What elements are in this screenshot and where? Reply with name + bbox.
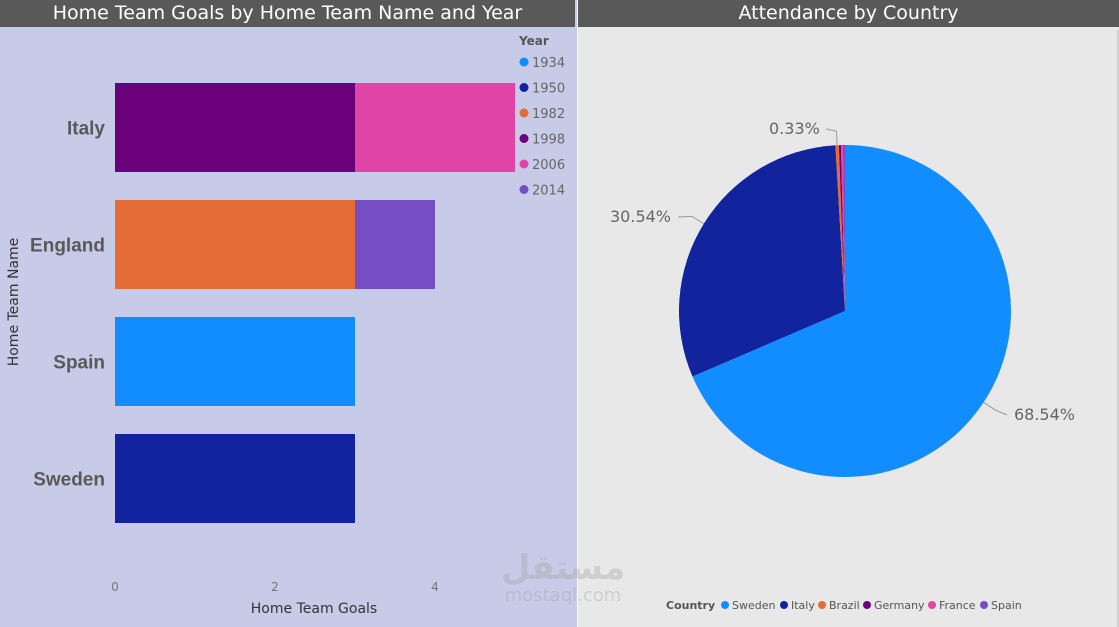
pie-legend-label-italy[interactable]: Italy: [791, 599, 815, 612]
pie-legend-label-germany[interactable]: Germany: [874, 599, 925, 612]
bar-chart-panel: Home Team Goals by Home Team Name and Ye…: [0, 0, 577, 627]
bar-italy-1998[interactable]: [115, 83, 355, 172]
legend-title: Year: [518, 34, 549, 48]
leader-line-brazil: [825, 128, 838, 146]
pie-legend-marker-germany: [863, 601, 871, 609]
legend-marker-1934: [519, 57, 529, 67]
pie-legend-label-brazil[interactable]: Brazil: [829, 599, 860, 612]
category-label-england: England: [30, 236, 105, 257]
watermark-url: mostaql.com: [504, 585, 622, 606]
legend-label-1934[interactable]: 1934: [532, 56, 565, 71]
legend-marker-1982: [519, 108, 529, 118]
pie-legend-marker-italy: [780, 601, 788, 609]
pie-label-sweden: 68.54%: [1014, 405, 1075, 424]
pie-legend-title: Country: [666, 599, 715, 612]
pie-chart-title: Attendance by Country: [578, 0, 1119, 27]
x-axis-title: Home Team Goals: [251, 601, 377, 617]
pie-slice-brazil[interactable]: [835, 145, 845, 311]
legend-label-2006[interactable]: 2006: [532, 158, 565, 173]
watermark: مستقل mostaql.com: [488, 550, 638, 606]
category-label-sweden: Sweden: [33, 470, 105, 491]
legend-marker-2014: [519, 185, 529, 194]
y-axis-title: Home Team Name: [6, 238, 22, 367]
pie-legend-marker-spain: [980, 601, 988, 609]
legend-label-1982[interactable]: 1982: [532, 107, 565, 122]
bar-italy-2006[interactable]: [355, 83, 515, 172]
bar-spain-1934[interactable]: [115, 317, 355, 406]
leader-line-italy: [677, 215, 705, 225]
pie-label-italy: 30.54%: [610, 207, 671, 226]
category-label-spain: Spain: [53, 353, 105, 374]
legend-label-2014[interactable]: 2014: [532, 184, 565, 199]
pie-chart-panel: Attendance by Country 68.54% 30.54% 0.33% C…: [578, 0, 1119, 627]
legend-marker-1998: [519, 134, 529, 143]
watermark-logo: مستقل: [500, 548, 626, 588]
pie-legend-label-sweden[interactable]: Sweden: [732, 599, 775, 612]
x-tick-2: 2: [271, 580, 279, 594]
bar-chart-title: Home Team Goals by Home Team Name and Ye…: [0, 0, 575, 27]
pie-legend-marker-brazil: [818, 601, 826, 609]
pie-legend-label-spain[interactable]: Spain: [991, 599, 1022, 612]
bar-chart-svg: Italy England Spain Sweden 0 2 4 Home Team Goal…: [6, 34, 565, 617]
pie-label-brazil: 0.33%: [769, 119, 820, 138]
x-tick-4: 4: [431, 580, 439, 594]
pie-legend-label-france[interactable]: France: [939, 599, 976, 612]
x-tick-0: 0: [111, 580, 119, 594]
pie-slice-france[interactable]: [840, 145, 845, 311]
pie-legend-marker-france: [928, 601, 936, 609]
bar-sweden-1950[interactable]: [115, 434, 355, 523]
pie-slice-germany[interactable]: [838, 145, 845, 311]
panel-edge: [1117, 30, 1119, 627]
pie-slice-spain[interactable]: [843, 145, 845, 311]
bar-england-1982[interactable]: [115, 200, 355, 289]
pie-slice-italy[interactable]: [679, 145, 845, 377]
legend-marker-2006: [519, 159, 529, 169]
bar-england-2014[interactable]: [355, 200, 435, 289]
pie-slice-sweden[interactable]: [692, 145, 1011, 477]
category-label-italy: Italy: [67, 119, 105, 140]
legend-label-1998[interactable]: 1998: [532, 133, 565, 148]
pie-chart-svg: 68.54% 30.54% 0.33% Country Sweden Italy Brazi…: [610, 119, 1075, 612]
legend-marker-1950: [519, 83, 529, 92]
legend-label-1950[interactable]: 1950: [532, 82, 565, 97]
leader-line-sweden: [983, 401, 1008, 416]
pie-legend-marker-sweden: [721, 601, 729, 609]
